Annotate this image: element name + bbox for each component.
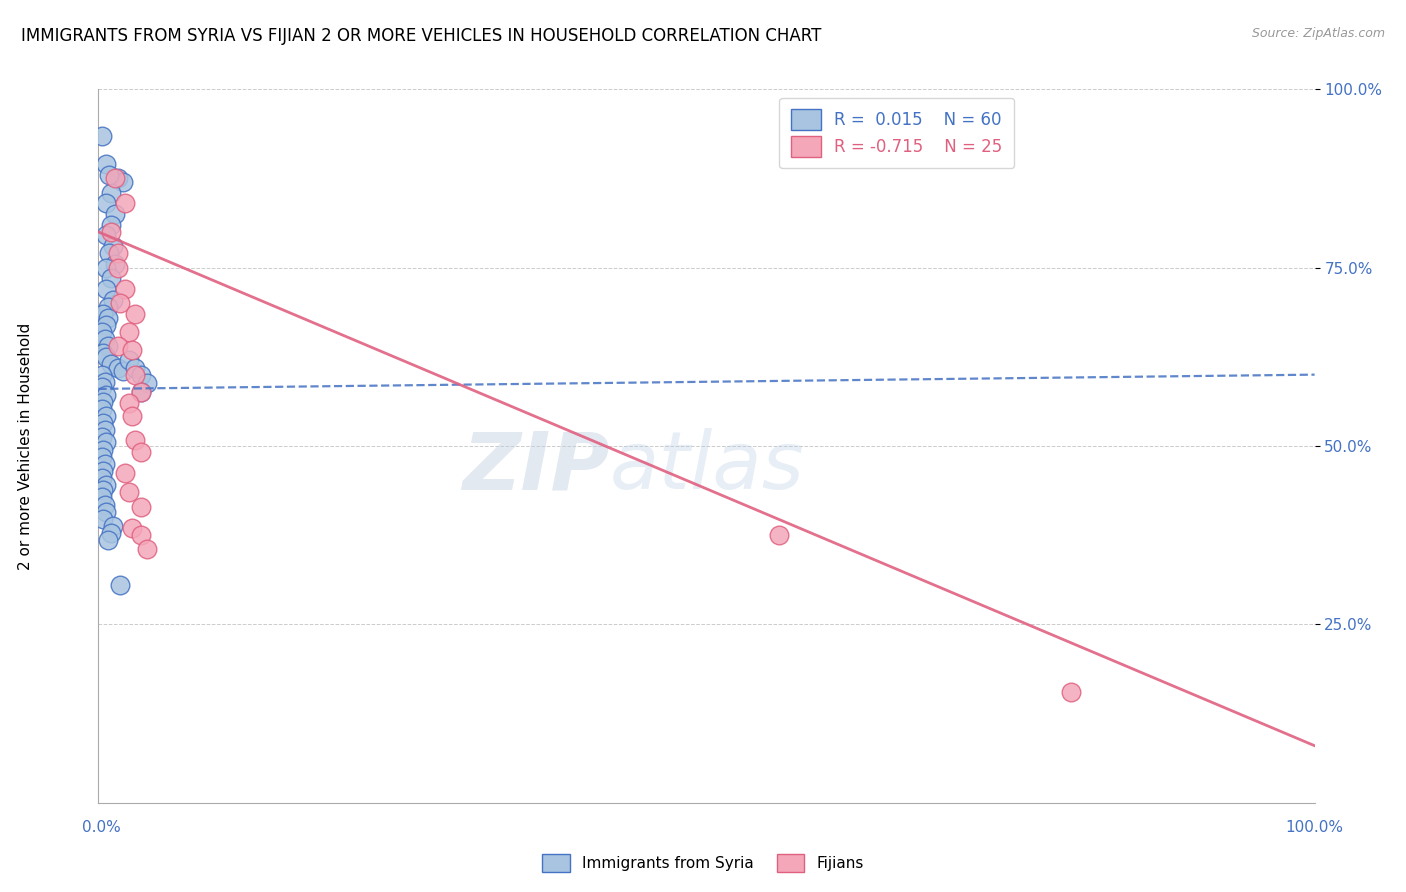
Text: Source: ZipAtlas.com: Source: ZipAtlas.com <box>1251 27 1385 40</box>
Point <box>114 196 136 211</box>
Text: atlas: atlas <box>609 428 804 507</box>
Point <box>118 485 141 500</box>
Point <box>104 207 127 221</box>
Point <box>94 435 117 450</box>
Point <box>136 542 159 557</box>
Point <box>104 171 127 186</box>
Point <box>129 500 152 514</box>
Text: ZIP: ZIP <box>461 428 609 507</box>
Point <box>104 257 127 271</box>
Point <box>111 175 134 189</box>
Point <box>107 339 129 353</box>
Point <box>121 409 143 423</box>
Point <box>101 293 124 307</box>
Point <box>91 346 114 360</box>
Point <box>114 466 136 480</box>
Point <box>94 260 117 275</box>
Point <box>91 512 114 526</box>
Point <box>136 376 159 391</box>
Point <box>91 450 114 464</box>
Point <box>97 339 120 353</box>
Point <box>97 533 120 548</box>
Text: IMMIGRANTS FROM SYRIA VS FIJIAN 2 OR MORE VEHICLES IN HOUSEHOLD CORRELATION CHAR: IMMIGRANTS FROM SYRIA VS FIJIAN 2 OR MOR… <box>21 27 821 45</box>
Point <box>91 401 114 416</box>
Point <box>94 228 117 243</box>
Point <box>91 325 114 339</box>
Point <box>101 519 124 533</box>
Legend: R =  0.015    N = 60, R = -0.715    N = 25: R = 0.015 N = 60, R = -0.715 N = 25 <box>779 97 1014 169</box>
Point <box>121 521 143 535</box>
Point <box>98 168 121 182</box>
Point <box>91 430 114 444</box>
Point <box>94 409 117 423</box>
Point <box>91 491 114 505</box>
Point <box>100 357 122 371</box>
Point <box>100 526 122 541</box>
Point <box>1060 685 1083 699</box>
Point <box>107 260 129 275</box>
Point <box>91 483 114 498</box>
Point <box>110 296 132 310</box>
Point <box>111 364 134 378</box>
Point <box>100 186 122 200</box>
Text: 100.0%: 100.0% <box>1285 821 1344 835</box>
Point <box>129 385 152 400</box>
Point <box>114 282 136 296</box>
Point <box>91 307 114 321</box>
Point <box>124 368 146 382</box>
Point <box>93 498 115 512</box>
Text: 2 or more Vehicles in Household: 2 or more Vehicles in Household <box>18 322 32 570</box>
Point <box>94 505 117 519</box>
Point <box>94 478 117 492</box>
Point <box>107 171 129 186</box>
Point <box>93 332 115 346</box>
Point <box>91 464 114 478</box>
Point <box>101 239 124 253</box>
Point <box>91 368 114 382</box>
Point <box>93 423 115 437</box>
Point <box>91 380 114 394</box>
Point <box>110 578 132 592</box>
Point <box>107 360 129 375</box>
Point <box>107 246 129 260</box>
Point <box>94 387 117 401</box>
Point <box>124 307 146 321</box>
Point <box>98 246 121 260</box>
Point <box>94 282 117 296</box>
Point <box>124 360 146 375</box>
Point <box>100 218 122 232</box>
Point <box>91 394 114 409</box>
Legend: Immigrants from Syria, Fijians: Immigrants from Syria, Fijians <box>534 846 872 880</box>
Point <box>97 310 120 325</box>
Point <box>94 350 117 364</box>
Point <box>94 196 117 211</box>
Point <box>91 442 114 457</box>
Point <box>129 385 152 400</box>
Point <box>118 396 141 410</box>
Point <box>91 416 114 430</box>
Point <box>129 528 152 542</box>
Point <box>91 128 114 143</box>
Point <box>121 343 143 357</box>
Point <box>94 157 117 171</box>
Point <box>118 353 141 368</box>
Point <box>100 271 122 285</box>
Point <box>124 434 146 448</box>
Point <box>93 375 115 389</box>
Point <box>768 528 790 542</box>
Point <box>100 225 122 239</box>
Point <box>129 444 152 458</box>
Text: 0.0%: 0.0% <box>82 821 121 835</box>
Point <box>97 300 120 314</box>
Point <box>93 457 115 471</box>
Point <box>94 318 117 332</box>
Point <box>118 325 141 339</box>
Point <box>129 368 152 382</box>
Point <box>91 471 114 485</box>
